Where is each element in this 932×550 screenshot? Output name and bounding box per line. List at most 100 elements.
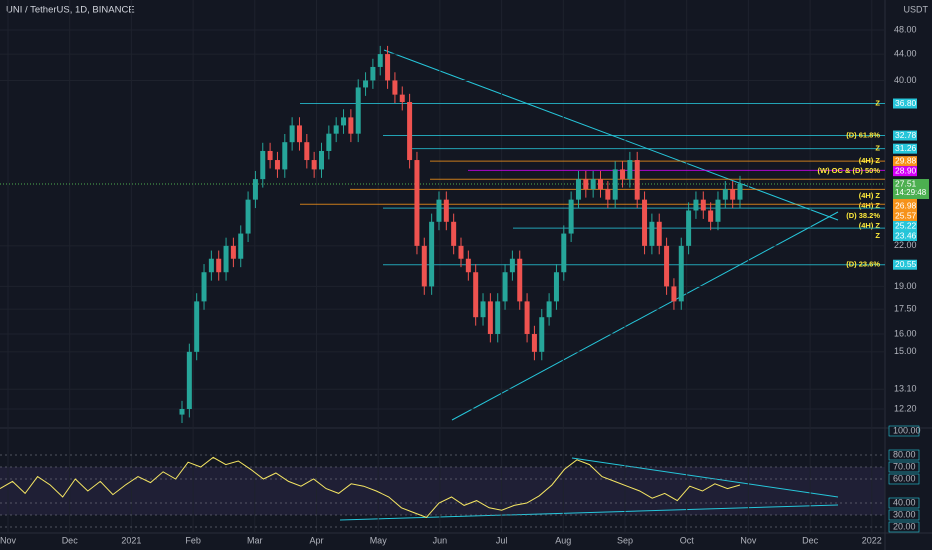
level-label: 31.26 (895, 143, 917, 153)
candle (495, 301, 501, 334)
candle (473, 272, 479, 318)
time-label: Feb (185, 535, 201, 545)
rsi-tick-label: 70.00 (893, 461, 916, 471)
candle (737, 184, 743, 200)
candle (627, 160, 633, 180)
candle (341, 117, 347, 126)
candle (319, 150, 324, 170)
rsi-tick-label: 20.00 (893, 521, 916, 531)
candle (634, 160, 640, 200)
currency: USDT (904, 4, 929, 14)
candle (605, 189, 611, 200)
rsi-tick-label: 40.00 (893, 497, 916, 507)
candle (487, 301, 493, 334)
rsi-band (0, 467, 885, 515)
candle (252, 179, 258, 200)
level-tag: Z (875, 231, 880, 240)
level-badge (893, 231, 917, 242)
candle (289, 125, 295, 143)
rsi-badge (888, 509, 920, 521)
candle (553, 272, 559, 302)
candle (451, 221, 457, 246)
rsi-tick-label: 80.00 (893, 449, 916, 459)
candle (223, 245, 229, 273)
level-badge (893, 221, 917, 232)
level-tag: (D) 61.8% (846, 131, 880, 140)
trendlines (339, 49, 839, 521)
candle (245, 199, 251, 234)
candle (700, 199, 706, 211)
candle (642, 199, 648, 246)
level-badge (893, 259, 917, 270)
candle (678, 245, 684, 302)
candle (370, 66, 376, 81)
candle (583, 179, 589, 190)
price-tick-label: 40.00 (894, 75, 917, 85)
candle (194, 301, 200, 352)
candle (392, 80, 398, 95)
price-tick-label: 22.00 (894, 240, 917, 250)
candle (730, 189, 736, 200)
level-label: 25.22 (895, 220, 917, 230)
current-label: 27.51 (895, 178, 917, 188)
level-tag: (4H) Z (859, 191, 881, 200)
level-tag: (4H) Z (859, 156, 881, 165)
candle (517, 258, 523, 302)
candle (208, 258, 214, 273)
candle (686, 210, 692, 246)
price-tick-label: 17.50 (894, 304, 917, 314)
countdown: 14:29:48 (895, 188, 927, 197)
level-badge (893, 98, 917, 109)
candle (524, 301, 530, 334)
time-label: Oct (680, 535, 695, 545)
candle (311, 160, 317, 170)
candle (436, 199, 442, 222)
level-label: 32.78 (895, 130, 917, 140)
level-badge (893, 211, 917, 222)
time-label: Dec (802, 535, 819, 545)
symbol-title: UNI / TetherUS, 1D, BINANCE (6, 5, 135, 16)
time-label: Nov (0, 535, 16, 545)
candle (238, 233, 244, 259)
level-label: 36.80 (895, 98, 917, 108)
level-label: 25.57 (895, 210, 917, 220)
candle (649, 221, 655, 246)
candle (693, 199, 699, 211)
time-label: 2021 (121, 535, 141, 545)
time-label: May (370, 535, 388, 545)
candle (363, 80, 369, 88)
time-label: 2022 (862, 535, 882, 545)
price-tick-label: 48.00 (894, 24, 917, 34)
candle (385, 54, 391, 81)
candle (546, 301, 552, 318)
candle (326, 133, 332, 151)
candle (414, 160, 420, 246)
candle (377, 54, 383, 67)
price-tick-label: 44.00 (894, 48, 917, 58)
level-label: 28.90 (895, 165, 917, 175)
candle (296, 125, 302, 143)
level-badge (893, 130, 917, 141)
time-label: Jul (496, 535, 508, 545)
candle (715, 199, 721, 222)
level-label: 20.55 (895, 259, 917, 269)
candle (230, 245, 236, 259)
candle (407, 102, 413, 161)
time-label: Mar (247, 535, 263, 545)
level-tag: Z (875, 144, 880, 153)
candle (612, 169, 618, 200)
candle (216, 258, 222, 273)
level-label: 26.98 (895, 200, 917, 210)
candle (458, 245, 464, 259)
candle (399, 94, 405, 103)
rsi-badge (888, 521, 920, 533)
level-tag: Z (875, 99, 880, 108)
candle (186, 351, 192, 409)
time-label: Dec (62, 535, 79, 545)
level-tag: (4H) Z (859, 201, 881, 210)
price-tick-label: 12.20 (894, 403, 917, 413)
level-label: 23.46 (895, 230, 917, 240)
